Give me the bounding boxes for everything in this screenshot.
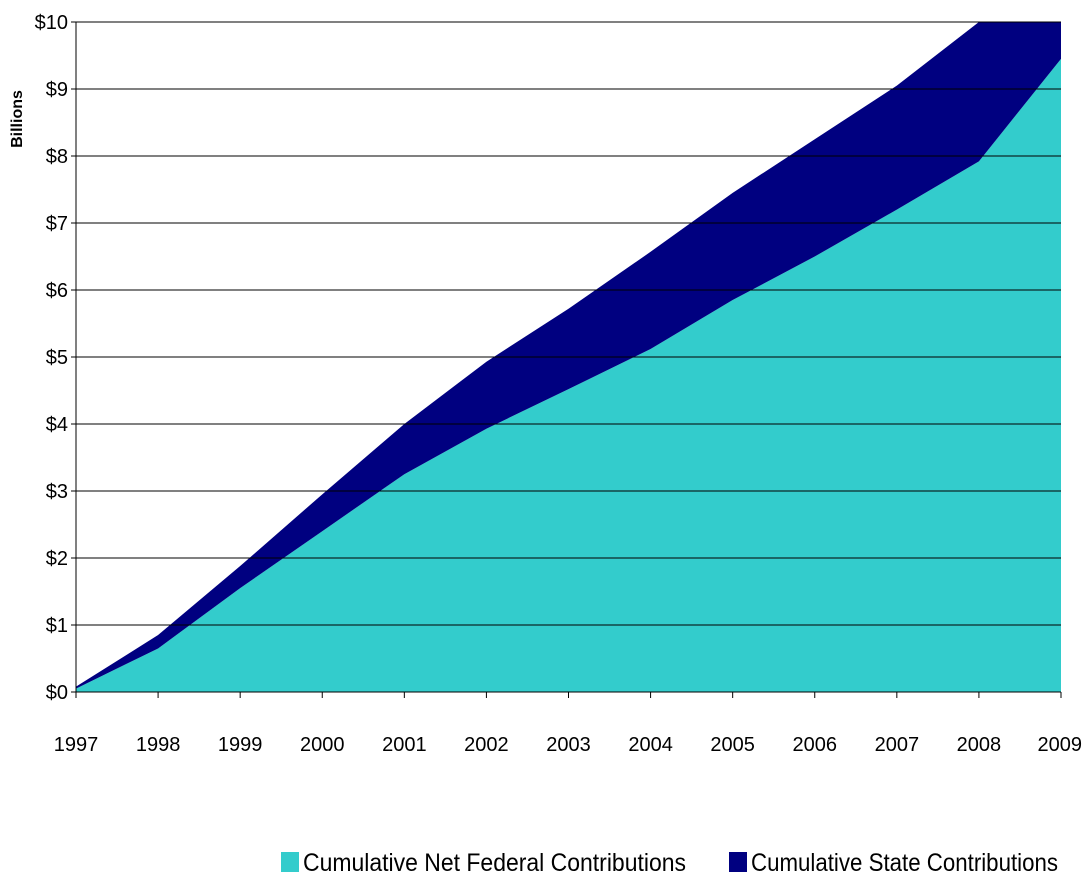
legend-swatch	[281, 852, 299, 872]
legend-swatch	[729, 852, 747, 872]
area-series-2	[76, 22, 1061, 689]
y-tick-label: $5	[46, 347, 68, 369]
y-axis-label: Billions	[9, 90, 26, 148]
series-layer	[76, 22, 1061, 693]
plot-area	[75, 21, 1061, 693]
x-tick-label: 2000	[300, 734, 345, 756]
x-tick-label: 2009	[1038, 734, 1083, 756]
y-tick-label: $8	[46, 146, 68, 168]
x-tick-label: 2005	[710, 734, 755, 756]
legend: Cumulative Net Federal Contributions Cumu…	[281, 849, 1058, 877]
y-tick-label: $1	[46, 615, 68, 637]
x-tick-label: 2007	[875, 734, 920, 756]
y-tick-label: $9	[46, 79, 68, 101]
x-tick-label: 2004	[628, 734, 673, 756]
legend-label: Cumulative State Contributions	[751, 849, 1058, 877]
y-tick-label: $2	[46, 548, 68, 570]
x-tick-label: 2003	[546, 734, 591, 756]
area-series-1	[76, 58, 1061, 693]
y-tick-label: $4	[46, 414, 68, 436]
x-tick-label: 1998	[136, 734, 181, 756]
x-tick-label: 2002	[464, 734, 509, 756]
x-tick-label: 2008	[957, 734, 1002, 756]
y-tick-label: $7	[46, 213, 68, 235]
gridlines	[76, 21, 1061, 626]
y-tick-label: $0	[46, 682, 68, 704]
legend-item-1: Cumulative Net Federal Contributions	[281, 849, 686, 877]
x-tick-label: 1999	[218, 734, 263, 756]
x-tick-label: 2001	[382, 734, 427, 756]
y-tick-label: $6	[46, 280, 68, 302]
y-tick-label: $3	[46, 481, 68, 503]
y-axis-ticks: $0 $1 $2 $3 $4 $5 $6 $7 $8 $9 $10	[35, 12, 76, 704]
x-axis-ticks: 1997 1998 1999 2000 2001 2002 2003 2004 2005 2006…	[54, 692, 1082, 756]
y-tick-label: $10	[35, 12, 68, 34]
x-tick-label: 2006	[793, 734, 838, 756]
legend-label: Cumulative Net Federal Contributions	[303, 849, 686, 877]
x-tick-label: 1997	[54, 734, 99, 756]
legend-item-2: Cumulative State Contributions	[729, 849, 1058, 877]
